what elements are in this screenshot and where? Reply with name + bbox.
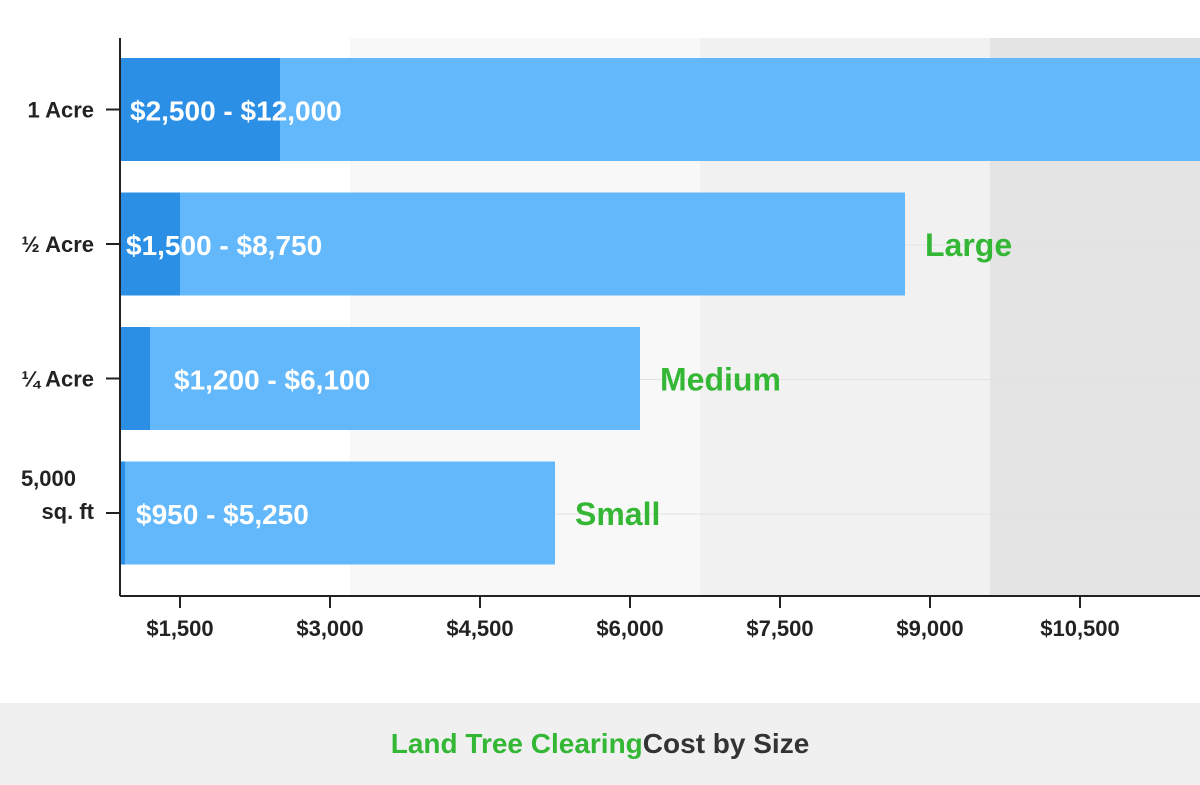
x-tick-label: $1,500	[146, 616, 213, 641]
x-tick-label: $4,500	[446, 616, 513, 641]
x-tick-label: $9,000	[896, 616, 963, 641]
bar-value-label: $1,200 - $6,100	[174, 365, 370, 396]
category-label-line2: sq. ft	[41, 499, 94, 524]
chart-title-highlight: Land Tree Clearing	[390, 728, 643, 759]
category-label-line1: 5,000	[21, 466, 76, 491]
bar-chart: $2,500 - $12,000 1 Acre $1,500 - $8,750 Lar…	[21, 38, 1200, 641]
x-tick-label: $3,000	[296, 616, 363, 641]
category-label: 1 Acre	[28, 98, 94, 123]
x-tick-label: $10,500	[1040, 616, 1120, 641]
bar-value-label: $1,500 - $8,750	[126, 230, 322, 261]
bar-high	[120, 327, 640, 430]
bar-low	[120, 461, 125, 565]
size-label: Medium	[660, 362, 781, 398]
size-label: Large	[925, 227, 1012, 263]
x-tick-label: $7,500	[746, 616, 813, 641]
category-label: ½ Acre	[21, 232, 94, 257]
bar-low	[120, 192, 180, 296]
size-label: Small	[575, 496, 660, 532]
bar-low	[120, 58, 280, 161]
bar-high	[120, 58, 1200, 161]
bar-high	[120, 192, 905, 296]
chart-title-rest: Cost by Size	[642, 728, 810, 759]
x-tick-label: $6,000	[596, 616, 663, 641]
bar-value-label: $950 - $5,250	[136, 499, 309, 530]
bar-low	[120, 327, 150, 430]
bar-value-label: $2,500 - $12,000	[130, 96, 342, 127]
category-label: ¼ Acre	[21, 367, 94, 392]
bar-high	[120, 461, 555, 565]
chart-title: Land Tree Clearing Cost by Size	[0, 703, 1200, 785]
